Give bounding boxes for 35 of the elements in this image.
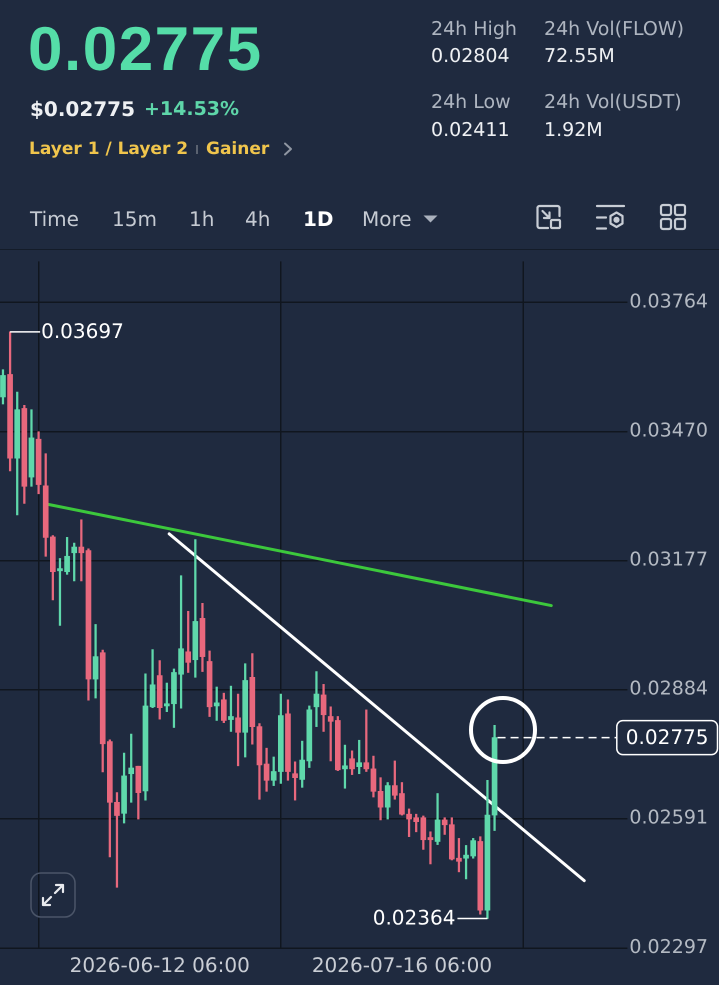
text: 24h High <box>431 18 517 40</box>
candlestick <box>128 734 134 803</box>
ref-line-label: 0.02775 <box>626 724 709 749</box>
text: 24h Low <box>431 90 511 112</box>
text: 1.92M <box>544 118 603 140</box>
text: 0.02775 <box>28 15 263 84</box>
x-tick-label: 2026-07-16 06:00 <box>312 953 492 978</box>
y-tick-label: 0.02297 <box>629 936 708 958</box>
y-tick-label: 0.02884 <box>629 678 708 700</box>
text: $0.02775 <box>30 97 136 121</box>
y-tick-label: 0.03764 <box>629 290 708 312</box>
annotation: 0.02364 <box>372 906 456 930</box>
text: 1h <box>189 207 214 231</box>
text: 0.02804 <box>431 44 510 66</box>
candlestick <box>185 610 192 673</box>
y-tick-label: 0.03177 <box>629 548 708 571</box>
text: Layer 1 / Layer 2 <box>29 138 188 158</box>
text: 24h Vol(FLOW) <box>544 18 684 40</box>
text: 1D <box>303 207 334 231</box>
text: 4h <box>245 207 270 231</box>
text: Gainer <box>206 138 270 158</box>
y-tick-label: 0.03470 <box>629 420 708 442</box>
text: 72.55M <box>544 44 615 66</box>
candlestick <box>214 686 220 721</box>
annotation: 0.03697 <box>41 319 124 344</box>
text: More <box>362 207 412 231</box>
text: +14.53% <box>144 98 240 120</box>
y-tick-label: 0.02591 <box>629 806 708 829</box>
candlestick <box>71 542 78 582</box>
text: Time <box>30 207 79 231</box>
text: 15m <box>112 207 157 231</box>
text: 0.02411 <box>431 118 510 140</box>
x-tick-label: 2026-06-12 06:00 <box>70 953 250 978</box>
candlestick <box>356 740 362 774</box>
text: 24h Vol(USDT) <box>544 90 682 112</box>
